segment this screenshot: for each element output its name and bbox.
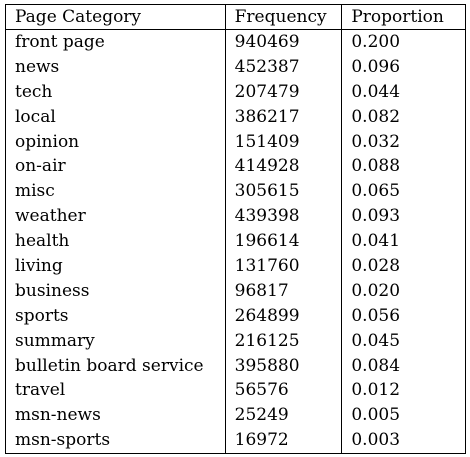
cell-page-category: opinion bbox=[5, 129, 226, 155]
table-row: travel 56576 0.012 bbox=[5, 378, 466, 404]
table-row: weather 439398 0.093 bbox=[5, 204, 466, 230]
cell-page-category: misc bbox=[5, 179, 226, 205]
cell-page-category: news bbox=[5, 54, 226, 80]
header-frequency: Frequency bbox=[224, 4, 343, 30]
cell-proportion: 0.028 bbox=[341, 254, 466, 279]
table-row: news 452387 0.096 bbox=[5, 54, 466, 80]
cell-proportion: 0.012 bbox=[341, 378, 466, 404]
table-row: misc 305615 0.065 bbox=[5, 179, 466, 205]
table-row: business 96817 0.020 bbox=[5, 278, 466, 304]
cell-page-category: business bbox=[5, 278, 226, 304]
header-page-category: Page Category bbox=[5, 4, 226, 30]
cell-page-category: living bbox=[5, 254, 226, 279]
cell-page-category: local bbox=[5, 104, 226, 130]
cell-frequency: 305615 bbox=[224, 179, 343, 205]
cell-frequency: 439398 bbox=[224, 204, 343, 230]
cell-frequency: 151409 bbox=[224, 129, 343, 155]
page-category-frequency-table: Page Category Frequency Proportion front… bbox=[5, 4, 466, 455]
cell-frequency: 56576 bbox=[224, 378, 343, 404]
table-row: opinion 151409 0.032 bbox=[5, 129, 466, 155]
cell-frequency: 216125 bbox=[224, 328, 343, 354]
cell-frequency: 207479 bbox=[224, 79, 343, 105]
table-row: tech 207479 0.044 bbox=[5, 79, 466, 105]
table-row: bulletin board service 395880 0.084 bbox=[5, 353, 466, 379]
cell-proportion: 0.003 bbox=[341, 428, 466, 455]
header-proportion: Proportion bbox=[341, 4, 466, 30]
cell-proportion: 0.088 bbox=[341, 154, 466, 180]
cell-proportion: 0.020 bbox=[341, 278, 466, 304]
cell-frequency: 25249 bbox=[224, 403, 343, 429]
cell-frequency: 940469 bbox=[224, 29, 343, 55]
cell-page-category: summary bbox=[5, 328, 226, 354]
table-row: msn-news 25249 0.005 bbox=[5, 403, 466, 429]
cell-page-category: msn-sports bbox=[5, 428, 226, 455]
cell-proportion: 0.005 bbox=[341, 403, 466, 429]
cell-proportion: 0.200 bbox=[341, 29, 466, 55]
table-row: sports 264899 0.056 bbox=[5, 303, 466, 329]
cell-proportion: 0.032 bbox=[341, 129, 466, 155]
cell-frequency: 131760 bbox=[224, 254, 343, 279]
cell-page-category: tech bbox=[5, 79, 226, 105]
cell-page-category: on-air bbox=[5, 154, 226, 180]
cell-frequency: 386217 bbox=[224, 104, 343, 130]
cell-proportion: 0.045 bbox=[341, 328, 466, 354]
cell-frequency: 96817 bbox=[224, 278, 343, 304]
cell-page-category: health bbox=[5, 229, 226, 255]
cell-frequency: 264899 bbox=[224, 303, 343, 329]
cell-page-category: travel bbox=[5, 378, 226, 404]
table-row: on-air 414928 0.088 bbox=[5, 154, 466, 180]
cell-frequency: 452387 bbox=[224, 54, 343, 80]
cell-frequency: 196614 bbox=[224, 229, 343, 255]
cell-proportion: 0.082 bbox=[341, 104, 466, 130]
table-row: local 386217 0.082 bbox=[5, 104, 466, 130]
cell-page-category: weather bbox=[5, 204, 226, 230]
cell-frequency: 16972 bbox=[224, 428, 343, 455]
table-body: front page 940469 0.200 news 452387 0.096 tech… bbox=[5, 29, 466, 455]
header-row: Page Category Frequency Proportion bbox=[5, 4, 466, 30]
table-row: front page 940469 0.200 bbox=[5, 29, 466, 55]
cell-page-category: front page bbox=[5, 29, 226, 55]
cell-proportion: 0.041 bbox=[341, 229, 466, 255]
table-row: summary 216125 0.045 bbox=[5, 328, 466, 354]
cell-page-category: msn-news bbox=[5, 403, 226, 429]
cell-proportion: 0.084 bbox=[341, 353, 466, 379]
table-row: living 131760 0.028 bbox=[5, 254, 466, 279]
table-row: health 196614 0.041 bbox=[5, 229, 466, 255]
cell-proportion: 0.044 bbox=[341, 79, 466, 105]
cell-proportion: 0.093 bbox=[341, 204, 466, 230]
cell-proportion: 0.065 bbox=[341, 179, 466, 205]
cell-frequency: 395880 bbox=[224, 353, 343, 379]
cell-page-category: bulletin board service bbox=[5, 353, 226, 379]
cell-page-category: sports bbox=[5, 303, 226, 329]
cell-proportion: 0.096 bbox=[341, 54, 466, 80]
cell-frequency: 414928 bbox=[224, 154, 343, 180]
table-row: msn-sports 16972 0.003 bbox=[5, 428, 466, 455]
cell-proportion: 0.056 bbox=[341, 303, 466, 329]
